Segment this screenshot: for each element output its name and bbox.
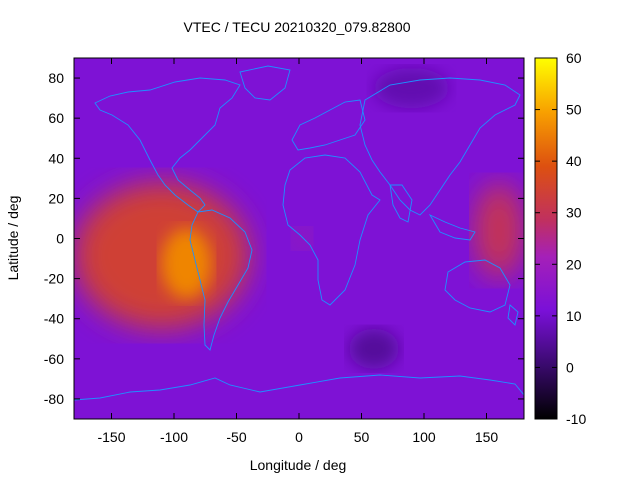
colorbar-ticks: -10 0 10 20 30 40 50 60 [535, 50, 586, 427]
coastline-north-america [94, 77, 241, 213]
y-tick-label: 80 [48, 70, 64, 86]
y-tick-label: 40 [48, 150, 64, 166]
x-tick-label: -100 [160, 429, 188, 445]
heatmap-feature-east-pacific-crest [474, 182, 524, 279]
colorbar-tick-label: 20 [566, 256, 582, 272]
x-tick-label: 50 [354, 429, 370, 445]
heatmap-feature-atlantic-patch [292, 228, 312, 249]
coastline-india [389, 184, 413, 223]
y-tick-label: -20 [44, 271, 64, 287]
coastline-antarctica [74, 374, 524, 419]
coastline-africa [282, 154, 381, 306]
plot-area: 'Vtec_ [74, 58, 524, 419]
coastline-australia [444, 259, 511, 313]
colorbar-tick-label: 50 [566, 102, 582, 118]
coastline-southeast-asia [428, 213, 476, 241]
colorbar-tick-label: -10 [566, 411, 586, 427]
colorbar-tick-label: 10 [566, 308, 582, 324]
coastline-new-zealand [507, 304, 519, 326]
y-tick-label: -60 [44, 351, 64, 367]
x-tick-label: 0 [295, 429, 303, 445]
x-tick-label: -50 [226, 429, 246, 445]
x-axis-label: Longitude / deg [250, 457, 347, 473]
y-tick-label: 0 [56, 231, 64, 247]
coastlines [74, 65, 524, 419]
colorbar-tick-label: 30 [566, 205, 582, 221]
heatmap-feature-southern-low [349, 328, 399, 369]
heatmap-feature-peak-south-america [161, 228, 212, 299]
colorbar [534, 57, 558, 420]
colorbar-tick-label: 60 [566, 50, 582, 66]
y-axis-ticks: -80 -60 -40 -20 0 20 40 60 80 [44, 70, 524, 407]
colorbar-tick-label: 40 [566, 153, 582, 169]
x-tick-label: 100 [412, 429, 436, 445]
chart-title: VTEC / TECU 20210320_079.82800 [183, 19, 410, 35]
y-axis-label: Latitude / deg [5, 196, 21, 281]
coastline-south-america [189, 209, 253, 351]
coastline-europe [291, 99, 366, 151]
y-tick-label: 20 [48, 190, 64, 206]
y-tick-label: -40 [44, 311, 64, 327]
coastline-greenland [239, 65, 291, 101]
coastline-asia [359, 77, 521, 216]
x-axis-ticks: -150 -100 -50 0 50 100 150 [97, 58, 498, 445]
x-tick-label: 150 [475, 429, 499, 445]
heatmap-feature-main-crest-south-america-pacific [74, 182, 249, 329]
y-tick-label: -80 [44, 391, 64, 407]
colorbar-tick-label: 0 [566, 359, 574, 375]
x-tick-label: -150 [97, 429, 125, 445]
heatmap-feature-northern-asia-low [374, 68, 449, 109]
heatmap-features [74, 68, 524, 369]
y-tick-label: 60 [48, 110, 64, 126]
